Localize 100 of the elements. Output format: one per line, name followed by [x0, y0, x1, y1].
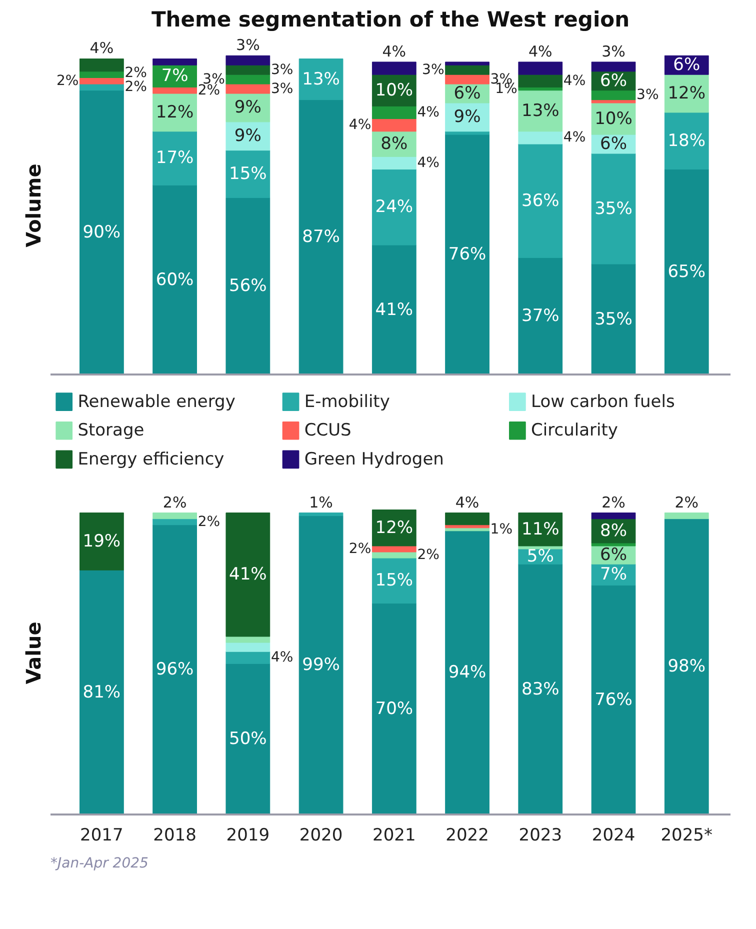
- data-label: 60%: [156, 270, 194, 290]
- legend-label: CCUS: [304, 420, 352, 441]
- legend-label: Circularity: [531, 420, 618, 441]
- data-label: 6%: [600, 545, 628, 566]
- data-label: 4%: [417, 104, 440, 120]
- legend-label: E-mobility: [304, 392, 390, 412]
- bar: [152, 518, 197, 526]
- x-tick-label: 2025*: [660, 826, 713, 846]
- y-axis-title: Value: [22, 622, 46, 684]
- bar: [226, 197, 270, 374]
- bar: [664, 112, 709, 170]
- bar: [372, 603, 416, 814]
- data-label: 11%: [522, 519, 560, 540]
- bar: [445, 62, 490, 66]
- data-label: 65%: [668, 262, 706, 282]
- text: *Jan-Apr 2025: [50, 856, 149, 872]
- data-label: 36%: [522, 190, 560, 211]
- data-label: 8%: [600, 520, 628, 541]
- data-label: 4%: [563, 72, 586, 89]
- bar: [372, 156, 416, 170]
- bar: [226, 512, 270, 637]
- bar: [591, 153, 636, 264]
- data-label: 3%: [270, 80, 294, 97]
- x-tick-label: 2019: [226, 826, 270, 846]
- data-label: 19%: [82, 531, 121, 552]
- bar: [372, 169, 416, 246]
- bar: [518, 257, 563, 374]
- bar: [79, 90, 124, 374]
- bar: [591, 512, 636, 520]
- bar: [226, 55, 270, 66]
- legend-label: Low carbon fuels: [531, 392, 675, 412]
- bar: [372, 62, 416, 75]
- bar: [226, 84, 270, 94]
- bar: [518, 564, 563, 814]
- bar: [518, 131, 563, 144]
- bar: [79, 71, 124, 78]
- bar: [226, 64, 270, 75]
- bar: [79, 570, 124, 814]
- bar: [372, 118, 416, 132]
- bar: [518, 144, 563, 258]
- data-label: 2%: [417, 547, 440, 564]
- bar: [445, 64, 490, 75]
- data-label: 3%: [602, 42, 626, 60]
- data-label: 18%: [668, 130, 706, 151]
- data-label: 4%: [417, 154, 440, 171]
- data-label: 4%: [90, 39, 114, 58]
- bar: [152, 184, 197, 374]
- bar: [445, 512, 490, 526]
- data-label: 13%: [522, 100, 560, 121]
- data-label: 56%: [229, 276, 267, 296]
- bar: [591, 264, 636, 374]
- bar: [372, 244, 416, 374]
- data-label: 6%: [673, 55, 700, 76]
- bar: [372, 558, 416, 604]
- data-label: 2%: [674, 493, 699, 512]
- data-label: 76%: [594, 690, 632, 710]
- data-label: 4%: [455, 493, 480, 512]
- data-label: 70%: [375, 698, 414, 719]
- data-label: 83%: [522, 679, 560, 700]
- bar: [226, 651, 270, 664]
- bar: [445, 131, 490, 135]
- data-label: 1%: [309, 493, 333, 512]
- bar: [298, 512, 344, 516]
- data-label: 24%: [375, 197, 414, 218]
- bar: [591, 90, 636, 100]
- data-label: 87%: [302, 227, 340, 248]
- data-label: 37%: [522, 306, 560, 326]
- data-label: 2%: [198, 514, 220, 530]
- data-label: 35%: [594, 198, 632, 219]
- bar: [152, 86, 197, 94]
- data-label: 2%: [162, 493, 187, 512]
- bar: [79, 77, 124, 84]
- data-label: 8%: [380, 134, 408, 154]
- data-label: 6%: [600, 134, 628, 154]
- bar: [372, 510, 416, 546]
- data-label: 4%: [382, 42, 406, 60]
- data-label: 3%: [636, 87, 659, 104]
- data-label: 7%: [161, 66, 188, 86]
- data-label: 9%: [234, 98, 262, 118]
- bar: [445, 74, 490, 84]
- bar: [445, 134, 490, 374]
- data-label: 12%: [668, 84, 706, 104]
- data-label: 10%: [375, 80, 414, 100]
- bar: [298, 100, 344, 374]
- x-tick-label: 2021: [372, 826, 416, 846]
- data-label: 15%: [229, 164, 267, 184]
- x-tick-label: 2020: [299, 826, 343, 846]
- bar: [152, 524, 197, 814]
- data-label: 15%: [375, 570, 414, 591]
- bar: [298, 58, 344, 100]
- data-label: 4%: [528, 42, 552, 60]
- bar: [591, 100, 636, 104]
- x-tick-label: 2017: [80, 826, 124, 846]
- bar: [518, 62, 563, 75]
- data-label: 4%: [348, 117, 372, 134]
- data-label: 12%: [375, 518, 414, 538]
- chart-title: Theme segmentation of the West region: [151, 8, 630, 32]
- bar: [372, 106, 416, 120]
- y-axis-title: Volume: [22, 164, 46, 248]
- data-label: 94%: [448, 662, 486, 683]
